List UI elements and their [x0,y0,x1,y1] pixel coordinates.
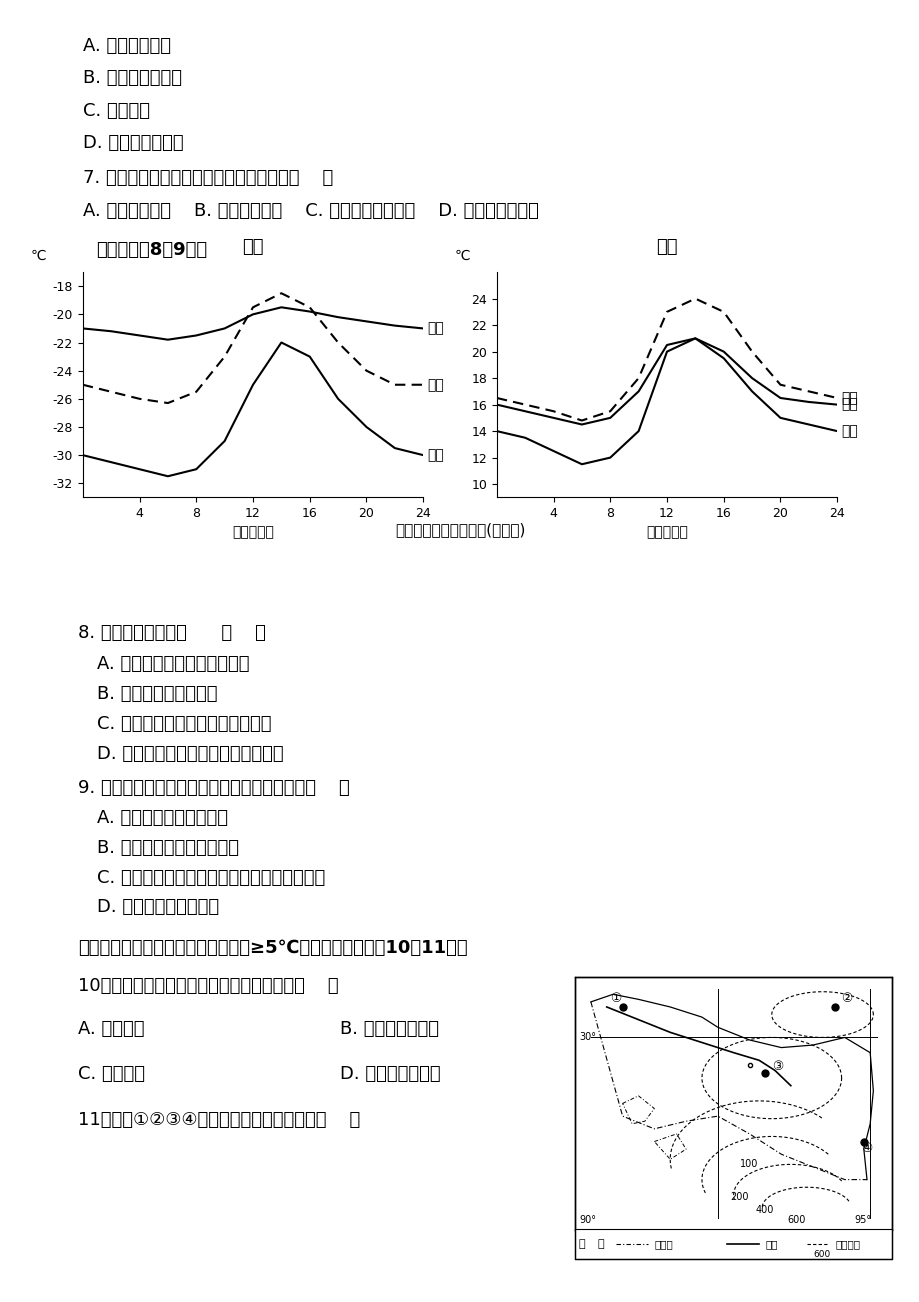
Text: A. 山谷地形闭塞，降温快: A. 山谷地形闭塞，降温快 [96,809,227,827]
Text: 读图，回箇8～9题。: 读图，回箇8～9题。 [96,241,208,259]
Text: B. 夜间吹谷风，谷地散热快: B. 夜间吹谷风，谷地散热快 [96,838,238,857]
Text: 陀崖: 陀崖 [427,378,444,392]
Text: 不同地形的气温日变化(黑龙江): 不同地形的气温日变化(黑龙江) [394,522,525,538]
Text: 谷地: 谷地 [427,448,444,462]
Text: D. 山谷冬季日温差远大于夏季日温差: D. 山谷冬季日温差远大于夏季日温差 [96,745,283,763]
Text: 9. 导致一天中最低温出现在山谷的主要原因是（    ）: 9. 导致一天中最低温出现在山谷的主要原因是（ ） [78,779,349,797]
Y-axis label: ℃: ℃ [455,249,470,263]
Text: 山顶: 山顶 [427,322,444,336]
Text: 90°: 90° [579,1215,596,1225]
Text: A. 一天中最高气温出现在山谷: A. 一天中最高气温出现在山谷 [96,655,249,673]
X-axis label: 时间（时）: 时间（时） [645,526,687,539]
Text: 100: 100 [739,1159,757,1169]
Text: A. 温带季风气候: A. 温带季风气候 [83,36,171,55]
Text: D. 温带大陆性气候: D. 温带大陆性气候 [83,134,183,152]
Text: B. 西北高，东南低: B. 西北高，东南低 [340,1019,439,1038]
Text: D. 谷地多夜雨，降温快: D. 谷地多夜雨，降温快 [96,898,219,917]
Text: ③: ③ [771,1060,782,1073]
Text: B. 山顶气温日变化最小: B. 山顶气温日变化最小 [96,685,217,703]
Text: A. 小麦种植为主    B. 水稺种植为主    C. 山地林、牧业为主    D. 淡水养殖业为主: A. 小麦种植为主 B. 水稺种植为主 C. 山地林、牧业为主 D. 淡水养殖业… [83,202,539,220]
Text: 夏季: 夏季 [655,238,677,256]
Text: ②: ② [841,992,852,1005]
Text: 400: 400 [755,1204,774,1215]
Text: 600: 600 [787,1215,805,1225]
Text: 国界线: 国界线 [653,1240,673,1249]
Text: 8. 下列叙述正确的是      （    ）: 8. 下列叙述正确的是 （ ） [78,624,266,642]
Text: A. 东高西低: A. 东高西低 [78,1019,144,1038]
Y-axis label: ℃: ℃ [30,249,46,263]
Text: 200: 200 [730,1191,748,1202]
Text: D. 南北高，中间低: D. 南北高，中间低 [340,1065,440,1083]
X-axis label: 时间（时）: 时间（时） [232,526,274,539]
Text: 等积温线: 等积温线 [834,1240,859,1249]
Text: 读我国某区域「日平均气温稳定通过≥5℃的积温」图，回畇10～11题。: 读我国某区域「日平均气温稳定通过≥5℃的积温」图，回畇10～11题。 [78,939,468,957]
Text: 冬季: 冬季 [242,238,264,256]
Text: C. 北高南低: C. 北高南低 [78,1065,145,1083]
Text: 谷地: 谷地 [841,424,857,437]
Text: 陀崖: 陀崖 [841,391,857,405]
Text: C. 高山气候: C. 高山气候 [83,102,150,120]
Text: 图: 图 [577,1240,584,1249]
Text: B. 亚热带季风气候: B. 亚热带季风气候 [83,69,182,87]
Text: ④: ④ [860,1142,871,1155]
Text: 10、从图中信息判断，该区域的地势特点是（    ）: 10、从图中信息判断，该区域的地势特点是（ ） [78,976,338,995]
Text: ①: ① [609,992,620,1005]
Text: 河流: 河流 [765,1240,777,1249]
Text: 30°: 30° [579,1032,596,1043]
Text: 11、图中①②③④四点，水热条件最好的是（    ）: 11、图中①②③④四点，水热条件最好的是（ ） [78,1111,360,1129]
Text: 例: 例 [596,1240,603,1249]
Text: 7. 结合地形的影响，该地区农业发展应以（    ）: 7. 结合地形的影响，该地区农业发展应以（ ） [83,169,333,187]
Text: 山顶: 山顶 [841,397,857,411]
Text: C. 夜间吹山风，冷空气沉山坡下沉积聚在谷地: C. 夜间吹山风，冷空气沉山坡下沉积聚在谷地 [96,868,324,887]
Text: C. 山顶冬季日温差大于夏季日温差: C. 山顶冬季日温差大于夏季日温差 [96,715,271,733]
Text: 600: 600 [812,1250,829,1259]
Text: 95°: 95° [854,1215,870,1225]
